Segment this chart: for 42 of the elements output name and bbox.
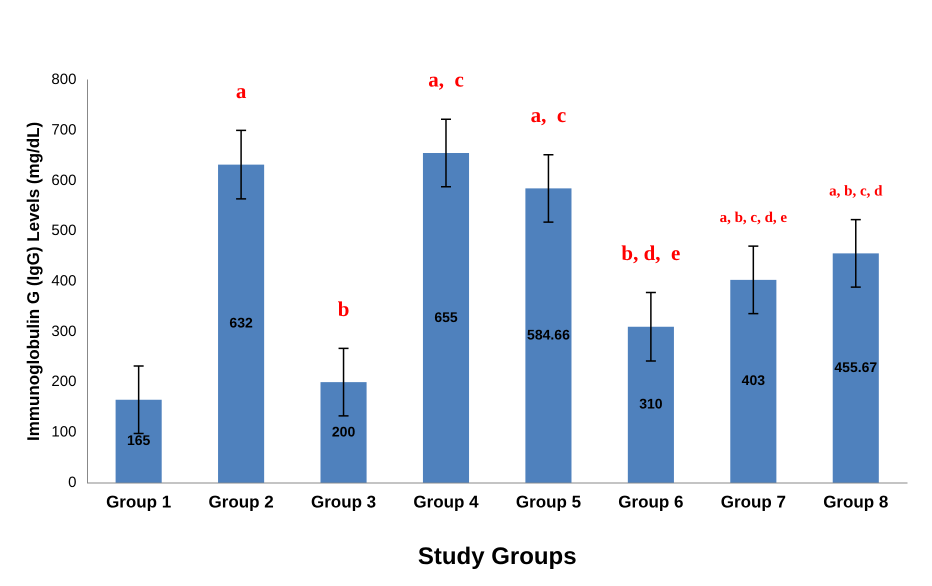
bar (422, 153, 470, 483)
data-label: 632 (229, 314, 253, 331)
data-label: 584.66 (527, 326, 570, 342)
x-tick-label: Group 7 (720, 492, 786, 512)
bar (320, 382, 367, 483)
data-label: 165 (126, 432, 151, 448)
annotation: a, b, c, d, e (720, 210, 788, 226)
data-label: 403 (742, 372, 766, 388)
y-tick-label: 800 (51, 71, 76, 88)
data-label: 310 (639, 396, 663, 412)
bar (832, 253, 879, 483)
bar (116, 400, 162, 483)
x-tick-label: Group 2 (208, 492, 274, 512)
x-tick-label: Group 5 (516, 492, 582, 512)
y-tick-label: 400 (51, 272, 76, 290)
y-tick-label: 700 (51, 121, 76, 138)
x-tick-label: Group 3 (310, 492, 376, 512)
data-label: 455.67 (834, 358, 878, 375)
x-tick-label: Group 1 (106, 492, 172, 512)
data-label: 655 (434, 308, 458, 325)
bar (525, 188, 572, 483)
y-axis-title: Immunoglobulin G (IgG) Levels (mg/dL) (24, 122, 43, 442)
annotation: b (338, 296, 350, 321)
y-tick-label: 200 (51, 373, 76, 390)
annotation: b, d, e (621, 240, 680, 265)
x-tick-label: Group 6 (618, 492, 684, 512)
annotation: a, b, c, d (829, 184, 884, 200)
annotation: a (236, 78, 247, 103)
y-tick-label: 0 (68, 474, 76, 491)
y-tick-label: 500 (51, 222, 76, 240)
bar (730, 280, 776, 483)
bar (628, 326, 674, 483)
data-label: 200 (332, 423, 356, 440)
y-tick-label: 600 (51, 172, 76, 189)
y-tick-label: 300 (51, 322, 76, 340)
bar (218, 164, 264, 483)
y-tick-label: 100 (51, 424, 76, 441)
annotation: a, c (530, 103, 566, 128)
x-tick-label: Group 4 (413, 492, 480, 512)
x-axis-title: Study Groups (418, 543, 577, 570)
annotation: a, c (428, 68, 464, 92)
x-tick-label: Group 8 (823, 492, 888, 512)
